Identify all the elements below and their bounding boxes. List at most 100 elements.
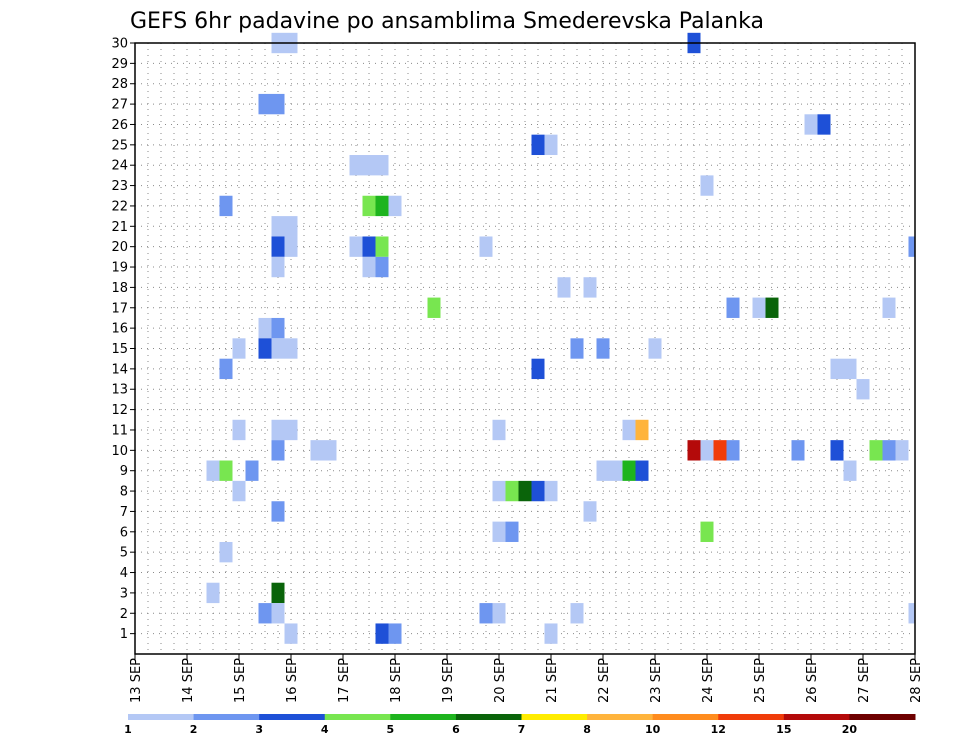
y-tick-label: 3 <box>120 586 128 601</box>
colorbar-label: 15 <box>776 723 791 736</box>
precip-cell <box>219 460 233 481</box>
precip-cell <box>765 297 779 318</box>
precip-cell <box>700 175 714 196</box>
precip-cell <box>492 521 506 542</box>
colorbar-label: 3 <box>255 723 263 736</box>
y-tick-label: 1 <box>120 627 128 642</box>
precip-cell <box>908 603 915 624</box>
y-tick-label: 28 <box>111 77 128 92</box>
precip-cell <box>310 440 324 461</box>
precip-cell <box>492 419 506 441</box>
precip-cell <box>752 297 766 318</box>
colorbar-segment <box>259 714 326 720</box>
x-tick-label: 23 SEP <box>649 658 664 703</box>
x-tick-label: 28 SEP <box>909 658 924 703</box>
precip-cell <box>570 603 584 624</box>
colorbar-segment <box>652 714 719 720</box>
x-tick-label: 17 SEP <box>337 658 352 703</box>
precip-cell <box>271 419 285 441</box>
y-tick-label: 10 <box>111 444 128 459</box>
x-tick-label: 14 SEP <box>181 658 196 703</box>
precip-cell <box>362 236 376 257</box>
y-tick-label: 25 <box>111 138 128 153</box>
precip-cell <box>271 440 285 461</box>
y-tick-label: 14 <box>111 362 128 377</box>
precip-cell <box>687 440 701 461</box>
y-tick-label: 2 <box>120 607 128 622</box>
y-tick-label: 6 <box>120 525 128 540</box>
precip-cell <box>271 93 285 115</box>
precip-cell <box>544 480 558 502</box>
precip-cell <box>843 460 857 481</box>
y-tick-label: 13 <box>111 383 128 398</box>
precip-cell <box>427 297 441 318</box>
precip-cell <box>726 297 740 318</box>
precip-cell <box>700 521 714 542</box>
y-tick-label: 9 <box>120 464 128 479</box>
precip-cell <box>245 460 259 481</box>
y-tick-label: 5 <box>120 546 128 561</box>
precip-cell <box>206 582 220 604</box>
precip-cell <box>219 195 233 217</box>
precip-cell <box>375 155 389 176</box>
precip-cell <box>206 460 220 481</box>
precip-cell <box>349 236 363 257</box>
precip-cell <box>830 440 844 461</box>
precip-cell <box>219 358 233 380</box>
precip-cell <box>479 236 493 257</box>
colorbar-segment <box>587 714 654 720</box>
precip-cell <box>596 338 610 359</box>
precip-cell <box>505 480 519 502</box>
y-tick-label: 17 <box>111 301 128 316</box>
y-tick-label: 30 <box>111 37 128 52</box>
precip-cell <box>895 440 909 461</box>
y-tick-label: 23 <box>111 179 128 194</box>
y-tick-label: 15 <box>111 342 128 357</box>
precip-cell <box>362 256 376 278</box>
precip-cell <box>505 521 519 542</box>
precip-cell <box>531 358 545 380</box>
precip-cell <box>349 155 363 176</box>
colorbar-segment <box>455 714 522 720</box>
precip-cell <box>544 623 558 644</box>
x-tick-label: 16 SEP <box>285 658 300 703</box>
precip-cell <box>271 501 285 522</box>
precip-cell <box>375 195 389 217</box>
precip-cell <box>882 440 896 461</box>
precip-cell <box>284 338 298 359</box>
plot-area: 1234567891011121314151617181920212223242… <box>111 32 924 703</box>
y-tick-label: 18 <box>111 281 128 296</box>
x-tick-label: 19 SEP <box>441 658 456 703</box>
y-tick-label: 12 <box>111 403 128 418</box>
precip-cell <box>882 297 896 318</box>
y-tick-label: 11 <box>111 423 128 438</box>
colorbar-label: 2 <box>190 723 198 736</box>
x-tick-label: 20 SEP <box>493 658 508 703</box>
precip-cell <box>388 195 402 217</box>
precip-cell <box>271 338 285 359</box>
precip-cell <box>804 114 818 135</box>
y-tick-label: 20 <box>111 240 128 255</box>
precip-cell <box>258 338 272 359</box>
x-tick-label: 26 SEP <box>805 658 820 703</box>
precip-cell <box>622 460 636 481</box>
colorbar-label: 4 <box>321 723 329 736</box>
precip-cell <box>362 195 376 217</box>
colorbar-segment <box>128 714 195 720</box>
colorbar-segment <box>849 714 916 720</box>
colorbar-label: 10 <box>645 723 661 736</box>
precip-cell <box>271 317 285 339</box>
precip-cell <box>856 379 870 400</box>
y-tick-label: 19 <box>111 261 128 276</box>
x-tick-label: 21 SEP <box>545 658 560 703</box>
precip-cell <box>791 440 805 461</box>
precip-cell <box>271 236 285 257</box>
precip-cell <box>284 216 298 237</box>
precip-cell <box>258 93 272 115</box>
precip-cell <box>492 480 506 502</box>
precip-cell <box>635 460 649 481</box>
colorbar-segment <box>521 714 588 720</box>
precip-cell <box>284 236 298 257</box>
precip-cell <box>869 440 883 461</box>
precip-cell <box>713 440 727 461</box>
